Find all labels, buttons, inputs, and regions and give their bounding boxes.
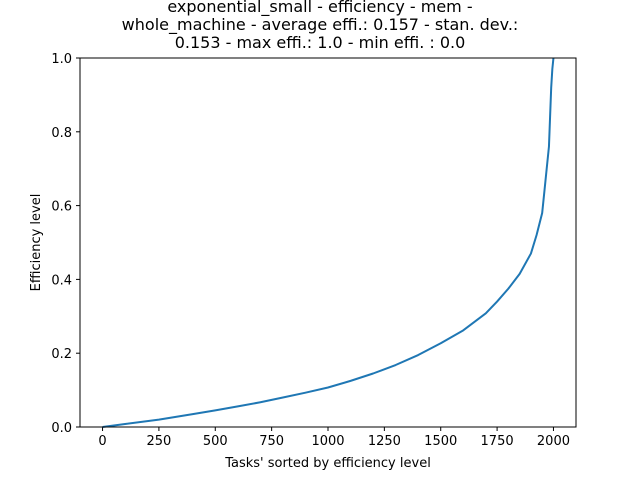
- x-tick-label: 2000: [537, 434, 570, 449]
- ticks-layer: 0 250 500 750 1000 1250 1500 1750 2000 0.0 0.2 0.4 0…: [51, 52, 570, 449]
- series-line: [102, 57, 555, 428]
- chart-title-line-2: whole_machine - average effi.: 0.157 - s…: [121, 15, 519, 34]
- x-tick-label: 1500: [424, 434, 457, 449]
- y-tick-label: 0.4: [51, 273, 72, 288]
- x-tick-label: 750: [259, 434, 284, 449]
- axes-frame: [79, 57, 577, 428]
- x-axis-label: Tasks' sorted by efficiency level: [224, 456, 431, 471]
- y-tick-label: 0.8: [51, 126, 72, 141]
- x-tick-label: 250: [146, 434, 171, 449]
- x-tick-label: 0: [98, 434, 106, 449]
- chart-title-line-1: exponential_small - efficiency - mem -: [167, 0, 473, 16]
- y-tick-label: 1.0: [51, 52, 72, 67]
- chart-title-line-3: 0.153 - max effi.: 1.0 - min effi. : 0.0: [174, 33, 466, 52]
- x-tick-label: 1250: [368, 434, 401, 449]
- y-axis-label: Efficiency level: [29, 194, 44, 292]
- y-tick-label: 0.0: [51, 421, 72, 436]
- x-tick-label: 500: [203, 434, 228, 449]
- y-tick-label: 0.6: [51, 200, 72, 215]
- x-tick-label: 1000: [311, 434, 344, 449]
- y-tick-label: 0.2: [51, 347, 72, 362]
- x-tick-label: 1750: [481, 434, 514, 449]
- series-layer: [102, 57, 555, 428]
